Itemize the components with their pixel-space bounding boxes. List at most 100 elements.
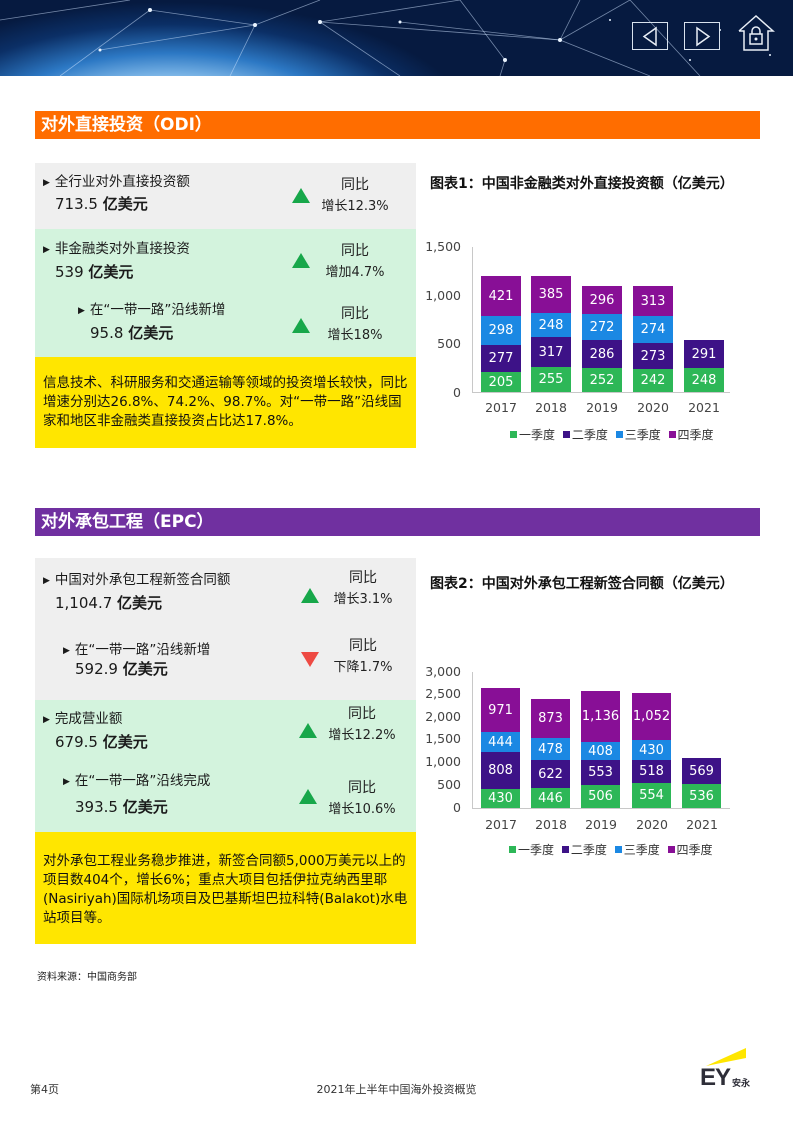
y-tick: 500 [437,777,461,792]
epc-subitem-label: ▶ 在“一带一路”沿线新增 [63,642,211,658]
bar-2017-q1: 205 [481,372,521,392]
x-tick: 2020 [636,817,668,832]
y-tick: 1,000 [425,754,461,769]
bar-2020-q1: 554 [632,783,671,808]
legend-swatch-q4 [668,431,676,438]
odi-panel-total: ▶ 全行业对外直接投资额 713.5 亿美元 同比 增长12.3% [35,163,416,229]
footer-title: 2021年上半年中国海外投资概览 [316,1083,477,1096]
y-tick: 0 [453,800,461,815]
y-axis [472,247,473,393]
up-arrow-icon [292,188,310,203]
bar-2017-q3: 298 [481,316,521,345]
home-lock-icon [738,14,775,51]
bar-2017-q4: 971 [481,688,520,732]
odi-item-value: 713.5 亿美元 [55,195,148,213]
ey-logo-cn: 安永 [732,1079,751,1089]
yoy-change: 同比 增长3.1% [333,570,393,607]
legend-swatch-q2 [562,431,570,438]
bar-2018-q2: 622 [531,760,570,788]
odi-subitem-value: 95.8 亿美元 [90,324,174,342]
bar-2018-q3: 248 [531,313,571,337]
odi-subitem-label: ▶ 在“一带一路”沿线新增 [78,302,226,318]
bullet-triangle-icon: ▶ [43,576,50,586]
bar-2018-q1: 255 [531,367,571,392]
bar-2019-q3: 408 [581,742,620,760]
bullet-triangle-icon: ▶ [78,306,85,316]
odi-item-label: ▶ 非金融类对外直接投资 [43,241,190,257]
epc-section-header: 对外承包工程（EPC） [35,508,760,536]
home-button[interactable] [736,14,776,52]
epc-subitem-label: ▶ 在“一带一路”沿线完成 [63,773,211,789]
epc-subitem-value: 393.5 亿美元 [75,798,168,816]
down-arrow-icon [301,652,319,667]
yoy-change: 同比 增长12.2% [328,706,396,743]
y-tick: 2,500 [425,686,461,701]
bar-2021-q1: 536 [682,784,721,808]
bar-2019-q4: 296 [582,286,622,314]
x-tick: 2021 [686,817,718,832]
bar-2021-q2: 569 [682,758,721,784]
bar-2019-q1: 252 [582,368,622,392]
bar-2020-q2: 273 [633,343,673,369]
bar-2021-q1: 248 [684,368,724,392]
y-tick: 1,500 [425,731,461,746]
odi-item-value: 539 亿美元 [55,263,134,281]
x-tick: 2018 [535,400,567,415]
legend-swatch-q4 [667,846,675,853]
bar-2019-q1: 506 [581,785,620,808]
legend-swatch-q3 [614,846,622,853]
bar-2017-q1: 430 [481,789,520,808]
odi-section-header: 对外直接投资（ODI） [35,111,760,139]
y-tick: 1,500 [425,239,461,254]
yoy-change: 同比 增长18% [327,306,383,343]
x-axis [472,808,730,809]
yoy-change: 同比 增长12.3% [321,177,389,214]
odi-summary-note: 信息技术、科研服务和交通运输等领域的投资增长较快，同比增速分别达26.8%、74… [35,357,416,448]
bar-2017-q4: 421 [481,276,521,316]
odi-panel-nonfinancial: ▶ 非金融类对外直接投资 539 亿美元 同比 增加4.7% ▶ 在“一带一路”沿线新… [35,229,416,357]
y-tick: 500 [437,336,461,351]
header-banner [0,0,793,76]
previous-page-button[interactable] [632,22,668,50]
bar-2020-q3: 274 [633,316,673,343]
bar-2018-q3: 478 [531,738,570,760]
bar-2018-q4: 873 [531,699,570,738]
bar-2017-q2: 277 [481,345,521,372]
bar-2020-q2: 518 [632,760,671,783]
bar-2019-q3: 272 [582,314,622,340]
x-axis [472,392,730,393]
triangle-right-icon [696,26,711,47]
bar-2018-q4: 385 [531,276,571,313]
next-page-button[interactable] [684,22,720,50]
bar-2018-q2: 317 [531,337,571,367]
ey-beam-icon [706,1048,746,1066]
legend-swatch-q3 [615,431,623,438]
bullet-triangle-icon: ▶ [63,777,70,787]
legend-swatch-q1 [509,846,516,853]
bullet-triangle-icon: ▶ [43,715,50,725]
x-tick: 2019 [585,817,617,832]
bar-2021-q2: 291 [684,340,724,368]
data-source: 资料来源：中国商务部 [37,972,137,983]
chart2-title: 图表2：中国对外承包工程新签合同额（亿美元） [430,576,734,592]
bullet-triangle-icon: ▶ [43,178,50,188]
ey-logo: EY 安永 [700,1046,760,1092]
epc-panel-completed: ▶ 完成营业额 679.5 亿美元 同比 增长12.2% ▶ 在“一带一路”沿线完成 … [35,700,416,832]
page-number: 第4页 [30,1083,59,1096]
legend-swatch-q1 [510,431,517,438]
epc-subitem-value: 592.9 亿美元 [75,660,168,678]
bullet-triangle-icon: ▶ [63,646,70,656]
y-tick: 0 [453,385,461,400]
y-axis [472,672,473,809]
y-tick: 2,000 [425,709,461,724]
x-tick: 2019 [586,400,618,415]
y-tick: 3,000 [425,664,461,679]
yoy-change: 同比 增长10.6% [328,780,396,817]
epc-item-value: 679.5 亿美元 [55,733,148,751]
up-arrow-icon [292,253,310,268]
bar-2018-q1: 446 [531,788,570,808]
chart1-legend: 一季度 二季度 三季度 四季度 [506,426,714,443]
bar-2019-q4: 1,136 [581,691,620,742]
y-tick: 1,000 [425,288,461,303]
epc-item-label: ▶ 中国对外承包工程新签合同额 [43,572,231,588]
